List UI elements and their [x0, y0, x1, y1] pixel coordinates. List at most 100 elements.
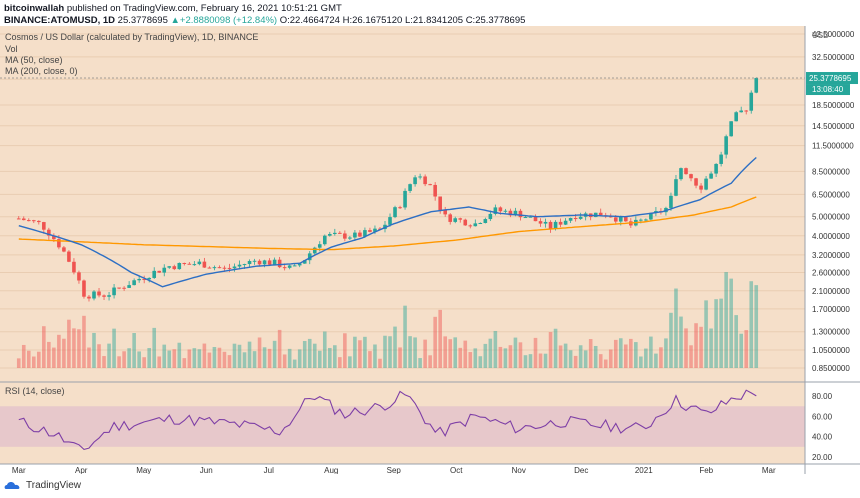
volume-bar	[212, 346, 217, 368]
volume-bar	[287, 348, 292, 368]
candle-body	[317, 244, 322, 248]
candle-body	[749, 92, 754, 111]
candle-body	[62, 247, 66, 252]
volume-bar	[443, 336, 447, 368]
candle-body	[613, 217, 618, 222]
volume-bar	[32, 356, 36, 368]
volume-bar	[634, 342, 638, 368]
candle-body	[157, 270, 162, 273]
candle-body	[754, 78, 759, 93]
volume-bar	[749, 281, 754, 368]
price-tick-label: 32.5000000	[812, 53, 855, 62]
footer-brand[interactable]: TradingView	[26, 480, 82, 491]
volume-bar	[468, 352, 473, 368]
volume-bar	[62, 338, 66, 368]
volume-bar	[428, 355, 432, 368]
x-tick-label: Feb	[699, 466, 713, 474]
volume-bar	[227, 355, 232, 368]
volume-bar	[47, 341, 51, 368]
last-price-tag-value: 25.3778695	[809, 74, 852, 83]
volume-bar	[117, 356, 121, 368]
candle-body	[292, 265, 297, 267]
volume-bar	[202, 343, 207, 368]
candle-body	[97, 291, 101, 296]
price-tick-label: 4.0000000	[812, 232, 850, 241]
volume-bar	[102, 356, 106, 368]
candle-body	[734, 112, 738, 122]
volume-bar	[393, 326, 397, 368]
candle-body	[322, 235, 327, 245]
volume-bar	[563, 343, 568, 368]
candle-body	[287, 265, 292, 268]
candle-body	[553, 221, 558, 229]
price-chart[interactable]: 42.5000000 32.5000000 18.5000000 14.5000000…	[0, 26, 860, 474]
rsi-axis: 80.00 60.00 40.00 20.00	[812, 392, 833, 462]
price-tick-label: 3.2000000	[812, 251, 850, 260]
volume-bar	[42, 326, 46, 368]
volume-bar	[232, 343, 237, 368]
candle-body	[699, 185, 703, 190]
volume-bar	[724, 272, 728, 368]
volume-bar	[378, 358, 382, 368]
legend-rsi: RSI (14, close)	[5, 386, 65, 396]
candle-body	[388, 217, 392, 225]
volume-bar	[167, 350, 172, 368]
volume-bar	[92, 332, 96, 368]
x-tick-label: Sep	[387, 466, 402, 474]
volume-bar	[538, 353, 543, 368]
x-tick-label: Oct	[450, 466, 463, 474]
price-tick-label: 1.0500000	[812, 346, 850, 355]
candle-body	[468, 225, 473, 227]
candle-body	[107, 295, 111, 297]
volume-bar	[77, 329, 81, 368]
candle-body	[307, 253, 312, 261]
volume-bar	[302, 340, 307, 368]
last-price: 25.3778695	[117, 15, 168, 26]
candle-body	[162, 267, 167, 273]
volume-bars	[16, 272, 759, 368]
volume-bar	[312, 343, 317, 368]
rsi-tick-label: 80.00	[812, 392, 833, 401]
candle-body	[358, 232, 362, 237]
volume-bar	[222, 351, 227, 368]
legend-ma200: MA (200, close, 0)	[5, 66, 78, 76]
candle-body	[568, 218, 573, 221]
volume-bar	[508, 345, 513, 368]
volume-bar	[583, 350, 588, 368]
volume-bar	[277, 329, 282, 368]
candle-body	[277, 259, 282, 268]
volume-bar	[629, 338, 633, 368]
volume-bar	[719, 298, 723, 368]
volume-bar	[618, 338, 623, 368]
volume-bar	[272, 340, 277, 368]
footer: TradingView	[4, 480, 81, 491]
candle-body	[202, 261, 207, 268]
candle-body	[272, 259, 277, 265]
candle-body	[744, 110, 749, 112]
candle-body	[498, 207, 503, 212]
candle-body	[689, 174, 693, 179]
volume-bar	[598, 354, 603, 368]
author-name[interactable]: bitcoinwallah	[4, 3, 65, 14]
candle-body	[197, 261, 202, 265]
candle-body	[694, 178, 698, 186]
volume-bar	[307, 338, 312, 368]
candle-body	[714, 163, 718, 174]
candle-body	[669, 195, 673, 208]
candle-body	[508, 210, 513, 216]
candle-body	[257, 260, 262, 265]
candle-body	[624, 216, 628, 222]
volume-bar	[588, 339, 593, 368]
volume-bar	[57, 334, 61, 368]
rsi-tick-label: 60.00	[812, 412, 833, 421]
candle-body	[82, 280, 86, 297]
up-arrow-icon: ▲	[170, 15, 180, 26]
candle-body	[297, 263, 302, 266]
candle-body	[513, 210, 518, 216]
volume-bar	[333, 345, 337, 368]
candle-body	[739, 110, 743, 113]
volume-bar	[488, 338, 493, 368]
candle-body	[704, 178, 708, 190]
candle-body	[719, 154, 723, 164]
volume-bar	[162, 344, 167, 368]
